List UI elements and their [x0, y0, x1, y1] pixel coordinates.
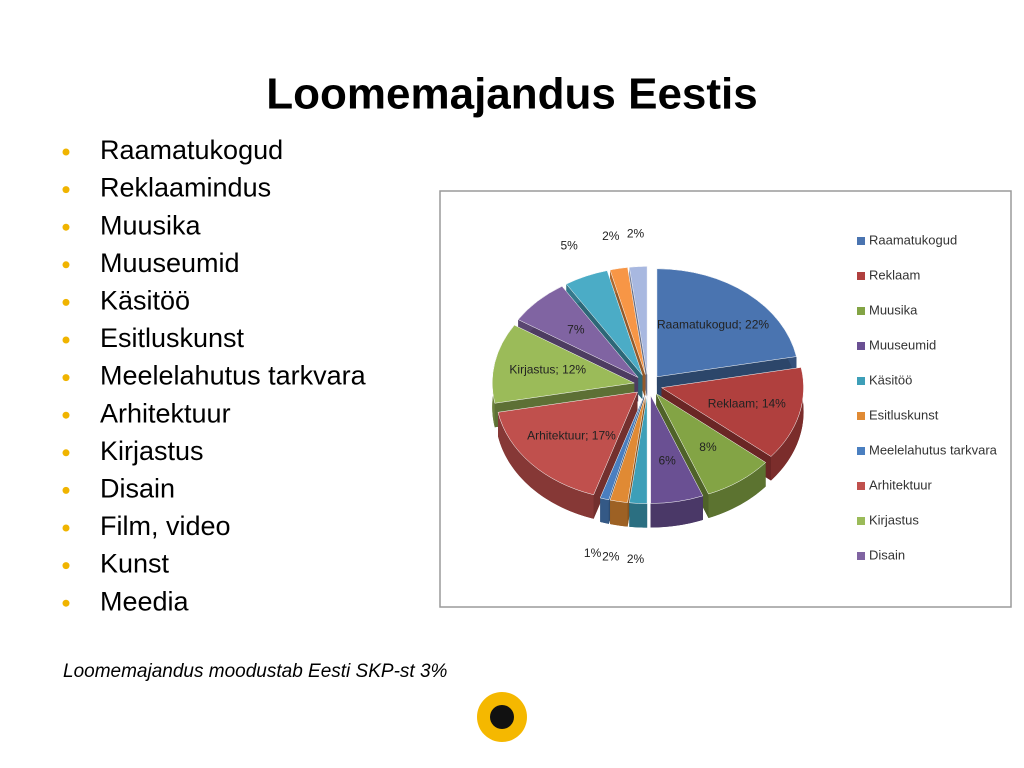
- bullet-text: Kunst: [100, 549, 170, 579]
- data-label: Arhitektuur; 17%: [527, 428, 616, 442]
- slice-side: [708, 462, 766, 519]
- bullet-dot: [62, 148, 70, 156]
- slice-side: [498, 412, 594, 519]
- slice-side: [629, 502, 648, 528]
- bullet-dot: [62, 411, 70, 419]
- legend-label: Kirjastus: [869, 512, 919, 527]
- slice-side: [770, 367, 804, 481]
- data-label: 6%: [658, 453, 676, 467]
- legend-swatch: [857, 377, 865, 385]
- bullet-text: Disain: [100, 474, 175, 504]
- bullet-dot: [62, 298, 70, 306]
- bullet-text: Arhitektuur: [100, 398, 231, 428]
- legend-swatch: [857, 307, 865, 315]
- bullet-text: Reklaamindus: [100, 173, 271, 203]
- legend-swatch: [857, 447, 865, 455]
- pie-slice: [629, 266, 648, 375]
- bullet-dot: [62, 486, 70, 494]
- bullet-text: Meelelahutus tarkvara: [100, 361, 367, 391]
- data-label: 2%: [602, 550, 620, 564]
- bullet-text: Muuseumid: [100, 248, 240, 278]
- legend-label: Raamatukogud: [869, 232, 957, 247]
- legend-swatch: [857, 412, 865, 420]
- pie-slice: [650, 395, 704, 504]
- legend-swatch: [857, 482, 865, 490]
- bullet-text: Film, video: [100, 511, 231, 541]
- legend-label: Meelelahutus tarkvara: [869, 442, 998, 457]
- legend-swatch: [857, 552, 865, 560]
- pie-slice: [565, 270, 643, 376]
- slice-side: [650, 495, 703, 528]
- legend-swatch: [857, 342, 865, 350]
- bullet-dot: [62, 562, 70, 570]
- data-label: Raamatukogud; 22%: [657, 317, 769, 331]
- bullet-text: Raamatukogud: [100, 135, 283, 165]
- pie-slice: [609, 267, 646, 375]
- pie-slice: [492, 324, 636, 404]
- bullet-text: Meedia: [100, 586, 190, 616]
- data-label: 7%: [567, 322, 585, 336]
- data-label: 1%: [584, 546, 602, 560]
- legend-label: Käsitöö: [869, 372, 912, 387]
- pie-slice: [599, 395, 645, 501]
- slice-side: [610, 500, 628, 527]
- pie-slice: [660, 367, 804, 457]
- footnote: Loomemajandus moodustab Eesti SKP-st 3%: [63, 661, 448, 682]
- bullet-text: Esitluskunst: [100, 323, 245, 353]
- legend-swatch: [857, 272, 865, 280]
- bullet-dot: [62, 186, 70, 194]
- slice-side: [600, 497, 609, 524]
- bullet-dot: [62, 374, 70, 382]
- data-label: 2%: [627, 226, 645, 240]
- data-label: Kirjastus; 12%: [509, 363, 586, 377]
- data-label: 8%: [699, 440, 717, 454]
- bullet-dot: [62, 449, 70, 457]
- legend-label: Reklaam: [869, 267, 920, 282]
- slide-title: Loomemajandus Eestis: [266, 70, 757, 119]
- legend-swatch: [857, 237, 865, 245]
- legend-label: Muusika: [869, 302, 918, 317]
- legend-label: Muuseumid: [869, 337, 936, 352]
- bullet-dot: [62, 599, 70, 607]
- legend-label: Disain: [869, 547, 905, 562]
- bullet-text: Kirjastus: [100, 436, 204, 466]
- legend-swatch: [857, 517, 865, 525]
- bullet-text: Muusika: [100, 210, 202, 240]
- bullet-text: Käsitöö: [100, 286, 190, 316]
- legend-label: Arhitektuur: [869, 477, 933, 492]
- logo-dot: [490, 705, 514, 729]
- bullet-dot: [62, 223, 70, 231]
- data-label: 2%: [602, 229, 620, 243]
- bullet-dot: [62, 524, 70, 532]
- data-label: Reklaam; 14%: [708, 396, 786, 410]
- data-label: 2%: [627, 552, 645, 566]
- legend-label: Esitluskunst: [869, 407, 939, 422]
- pie-slice: [497, 391, 638, 496]
- pie-slice: [656, 268, 797, 378]
- pie-slice: [629, 395, 648, 504]
- pie-slice: [609, 395, 646, 503]
- pie-slice: [517, 285, 639, 378]
- bullet-dot: [62, 261, 70, 269]
- bullet-dot: [62, 336, 70, 344]
- data-label: 5%: [560, 239, 578, 253]
- pie-slice: [655, 392, 767, 495]
